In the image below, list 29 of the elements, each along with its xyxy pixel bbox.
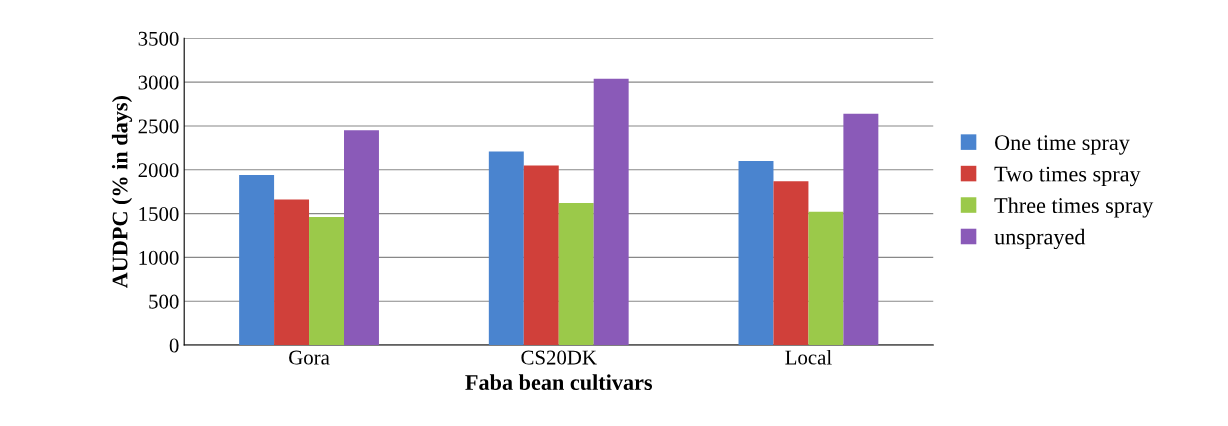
legend-label: Three times spray <box>994 197 1154 218</box>
y-tick-label: 1000 <box>139 250 179 265</box>
bar <box>309 217 344 346</box>
legend-label: One time spray <box>995 135 1130 155</box>
y-tick-label: 0 <box>169 338 179 353</box>
y-axis-title: AUDPC (% in days) <box>111 96 133 289</box>
y-tick-label: 2500 <box>138 119 179 134</box>
bar <box>488 151 524 346</box>
bar <box>558 203 594 346</box>
y-tick-label: 1500 <box>139 206 179 222</box>
bar <box>344 130 379 346</box>
x-tick-label: CS20DK <box>521 350 597 365</box>
legend-label: Two times spray <box>994 166 1141 187</box>
bar <box>738 161 774 346</box>
y-tick-label: 3500 <box>138 31 179 46</box>
y-tick-label: 500 <box>149 294 179 309</box>
bar <box>274 199 310 346</box>
x-tick-label: Local <box>785 349 832 365</box>
bar <box>523 165 559 346</box>
legend-label: unsprayed <box>994 228 1086 250</box>
bar <box>593 78 629 346</box>
bar <box>239 175 275 346</box>
bar <box>773 181 809 346</box>
bar <box>843 113 879 346</box>
y-tick-label: 2000 <box>138 163 179 178</box>
x-axis-title: Faba bean cultivars <box>465 374 653 391</box>
y-tick-label: 3000 <box>138 75 179 90</box>
x-tick-label: Gora <box>289 350 330 365</box>
bar <box>808 211 844 346</box>
